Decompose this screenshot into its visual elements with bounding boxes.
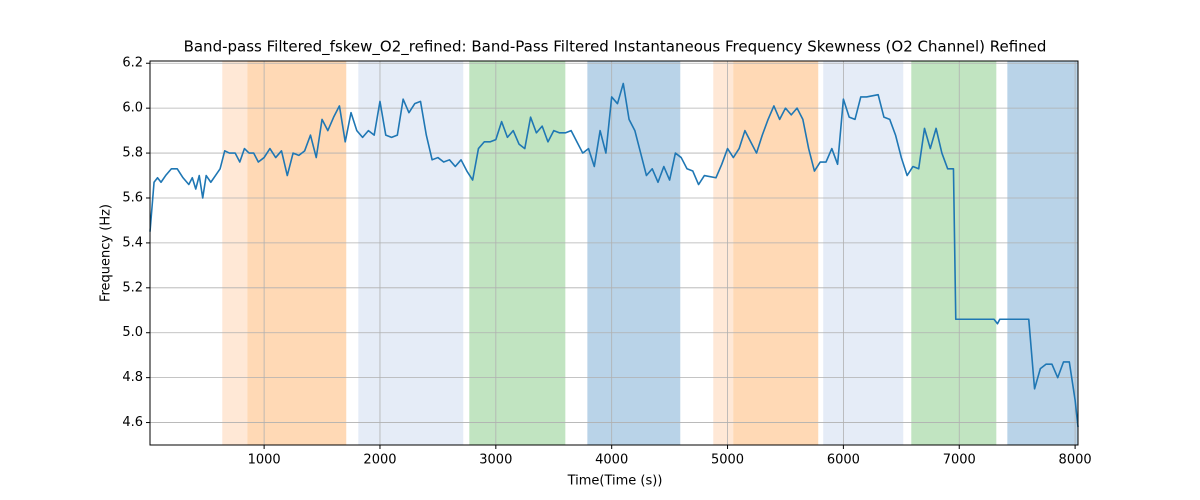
y-tick-label: 4.6 — [122, 415, 143, 430]
y-tick-label: 5.0 — [122, 325, 143, 340]
highlight-span — [713, 61, 734, 445]
y-tick-label: 5.4 — [122, 235, 143, 250]
x-tick-label: 8000 — [1059, 453, 1092, 468]
highlight-span — [587, 61, 681, 445]
x-axis-label: Time(Time (s)) — [567, 474, 663, 489]
highlight-span — [823, 61, 904, 445]
y-tick-label: 5.8 — [122, 146, 143, 161]
highlight-span — [733, 61, 819, 445]
highlight-span — [222, 61, 248, 445]
highlight-span — [358, 61, 464, 445]
y-tick-label: 6.0 — [122, 101, 143, 116]
plot-frame — [149, 60, 1079, 446]
x-tick-label: 4000 — [595, 453, 628, 468]
x-tick-label: 2000 — [363, 453, 396, 468]
highlight-span — [1007, 61, 1078, 445]
y-tick-label: 5.6 — [122, 190, 143, 205]
x-tick-label: 3000 — [479, 453, 512, 468]
data-line — [149, 82, 1079, 428]
highlight-span — [911, 61, 997, 445]
highlight-span — [247, 61, 347, 445]
x-tick-label: 5000 — [711, 453, 744, 468]
x-tick-label: 1000 — [248, 453, 281, 468]
chart-title: Band-pass Filtered_fskew_O2_refined: Ban… — [184, 38, 1047, 57]
y-tick-label: 6.2 — [122, 56, 143, 71]
highlight-span — [469, 61, 566, 445]
x-tick-label: 6000 — [827, 453, 860, 468]
x-tick-label: 7000 — [943, 453, 976, 468]
y-axis-label: Frequency (Hz) — [99, 204, 114, 302]
y-tick-label: 4.8 — [122, 370, 143, 385]
y-tick-label: 5.2 — [122, 280, 143, 295]
